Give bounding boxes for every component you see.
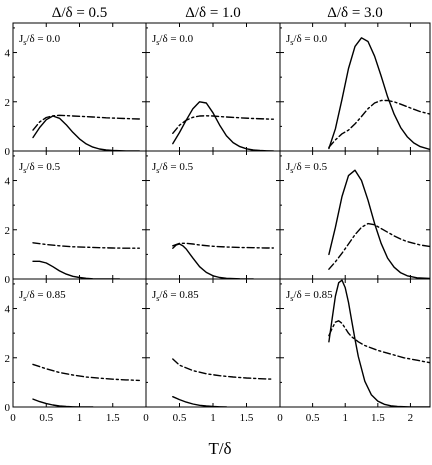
solid-line (32, 115, 141, 151)
y-tick-label: 2 (5, 353, 11, 365)
x-tick-label: 0.5 (173, 412, 187, 424)
panel-label: Js/δ = 0.5 (152, 161, 194, 175)
solid-line (172, 396, 228, 407)
panel-r2-c1: 0 0.5 1 1.5 Js/δ = 0.85 (143, 278, 281, 424)
solid-line (32, 398, 94, 407)
panel-frame (279, 278, 431, 408)
y-tick-label: 4 (5, 48, 11, 60)
y-tick-label: 0 (5, 274, 11, 286)
panel-label: Js/δ = 0.85 (286, 289, 333, 303)
panel-label: Js/δ = 0.85 (152, 289, 199, 303)
dashdot-line (32, 114, 141, 131)
dashdot-line (328, 99, 430, 149)
panel-r0-c1: Js/δ = 0.0 (145, 22, 281, 152)
series-group (172, 101, 274, 151)
x-axis-label: T/δ (208, 439, 231, 458)
x-tick-label: 0 (143, 412, 149, 424)
solid-line (172, 101, 274, 151)
panel-r1-c1: Js/δ = 0.5 (145, 150, 281, 280)
series-group (172, 358, 274, 407)
x-tick-label: 1 (342, 412, 348, 424)
column-title-0: Δ/δ = 0.5 (52, 5, 108, 21)
y-tick-label: 4 (5, 176, 11, 188)
series-group (32, 114, 141, 151)
series-group (172, 242, 274, 279)
y-tick-label: 0 (5, 402, 11, 414)
solid-line (328, 279, 430, 407)
series-group (328, 169, 430, 279)
x-tick-label: 0.5 (306, 412, 320, 424)
x-tick-label: 0 (277, 412, 283, 424)
panel-r0-c2: Js/δ = 0.0 (279, 22, 431, 152)
panel-r1-c0: 0 2 4 Js/δ = 0.5 (5, 150, 147, 286)
panel-label: Js/δ = 0.5 (286, 161, 328, 175)
solid-line (172, 243, 254, 279)
dashdot-line (32, 363, 141, 382)
panel-r0-c0: 0 2 4 Js/δ = 0.0 (5, 22, 147, 158)
dashdot-line (172, 242, 274, 249)
dashdot-line (32, 242, 141, 249)
panel-label: Js/δ = 0.0 (152, 33, 194, 47)
column-title-1: Δ/δ = 1.0 (185, 5, 241, 21)
x-tick-label: 1 (77, 412, 83, 424)
y-tick-label: 2 (5, 225, 11, 237)
x-tick-label: 1.5 (106, 412, 120, 424)
panel-r2-c2: 0 0.5 1 1.5 2 Js/δ = 0.85 (277, 278, 431, 424)
y-tick-label: 2 (5, 97, 11, 109)
solid-line (328, 37, 430, 151)
solid-line (328, 169, 430, 279)
x-tick-label: 0 (10, 412, 16, 424)
x-tick-label: 0.5 (39, 412, 53, 424)
panel-label: Js/δ = 0.5 (19, 161, 61, 175)
dashdot-line (328, 320, 430, 364)
series-group (328, 279, 430, 407)
panel-label: Js/δ = 0.0 (286, 33, 328, 47)
x-tick-label: 1.5 (371, 412, 385, 424)
x-tick-label: 1 (210, 412, 216, 424)
dashdot-line (172, 358, 274, 380)
panel-label: Js/δ = 0.0 (19, 33, 61, 47)
dashdot-line (172, 115, 274, 135)
x-tick-label: 2 (408, 412, 414, 424)
column-title-2: Δ/δ = 3.0 (327, 5, 383, 21)
panel-label: Js/δ = 0.85 (19, 289, 66, 303)
y-tick-label: 4 (5, 304, 11, 316)
y-tick-label: 0 (5, 146, 11, 158)
dashdot-line (328, 222, 430, 270)
series-group (32, 363, 141, 407)
panel-r1-c2: Js/δ = 0.5 (279, 150, 431, 280)
series-group (32, 242, 141, 279)
series-group (328, 37, 430, 151)
panel-r2-c0: 0 2 4 0 0.5 1 1.5 Js/δ = 0.85 (5, 278, 147, 424)
x-tick-label: 1.5 (240, 412, 254, 424)
